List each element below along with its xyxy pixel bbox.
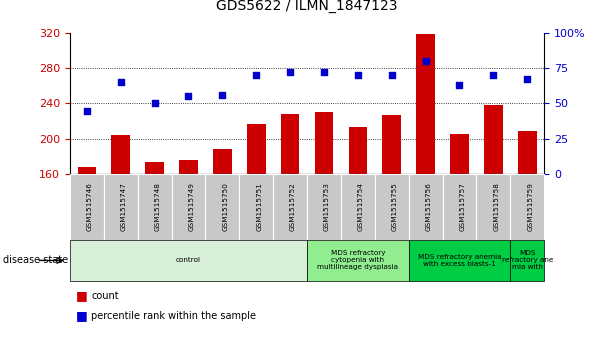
Text: GSM1515747: GSM1515747 — [121, 183, 126, 231]
Text: MDS refractory anemia
with excess blasts-1: MDS refractory anemia with excess blasts… — [418, 254, 501, 267]
Point — [522, 77, 532, 82]
Point — [488, 72, 498, 78]
Text: GDS5622 / ILMN_1847123: GDS5622 / ILMN_1847123 — [216, 0, 398, 13]
Bar — [382, 115, 401, 174]
Text: GSM1515746: GSM1515746 — [87, 183, 93, 231]
Text: GSM1515749: GSM1515749 — [188, 183, 195, 231]
Bar — [450, 134, 469, 174]
Bar — [416, 34, 435, 174]
Text: GSM1515758: GSM1515758 — [493, 183, 499, 231]
Point — [387, 72, 396, 78]
Point — [421, 58, 430, 64]
Text: disease state: disease state — [3, 256, 68, 265]
Text: GSM1515755: GSM1515755 — [392, 183, 398, 231]
Text: MDS refractory
cytopenia with
multilineage dysplasia: MDS refractory cytopenia with multilinea… — [317, 250, 398, 270]
Text: ■: ■ — [76, 289, 88, 302]
Point — [218, 92, 227, 98]
Bar — [78, 167, 96, 174]
Bar — [213, 148, 232, 174]
Text: ■: ■ — [76, 309, 88, 322]
Point — [82, 107, 92, 113]
Point — [116, 79, 126, 85]
Text: GSM1515753: GSM1515753 — [324, 183, 330, 231]
Bar — [145, 162, 164, 174]
Text: MDS
refractory ane
mia with: MDS refractory ane mia with — [502, 250, 553, 270]
Bar — [111, 135, 130, 174]
Text: GSM1515757: GSM1515757 — [460, 183, 466, 231]
Bar — [484, 105, 503, 174]
Bar — [348, 127, 367, 174]
Text: GSM1515750: GSM1515750 — [223, 183, 229, 231]
Bar — [179, 160, 198, 174]
Text: control: control — [176, 257, 201, 264]
Text: percentile rank within the sample: percentile rank within the sample — [91, 311, 256, 321]
Point — [251, 72, 261, 78]
Text: count: count — [91, 291, 119, 301]
Text: GSM1515759: GSM1515759 — [527, 183, 533, 231]
Point — [150, 101, 159, 106]
Text: GSM1515754: GSM1515754 — [358, 183, 364, 231]
Point — [455, 82, 465, 88]
Bar — [247, 124, 266, 174]
Bar — [518, 131, 536, 174]
Point — [353, 72, 363, 78]
Text: GSM1515751: GSM1515751 — [256, 183, 262, 231]
Point — [184, 93, 193, 99]
Point — [319, 69, 329, 75]
Bar — [281, 114, 299, 174]
Bar — [315, 112, 333, 174]
Text: GSM1515756: GSM1515756 — [426, 183, 432, 231]
Point — [285, 69, 295, 75]
Text: GSM1515748: GSM1515748 — [154, 183, 161, 231]
Text: GSM1515752: GSM1515752 — [290, 183, 296, 231]
